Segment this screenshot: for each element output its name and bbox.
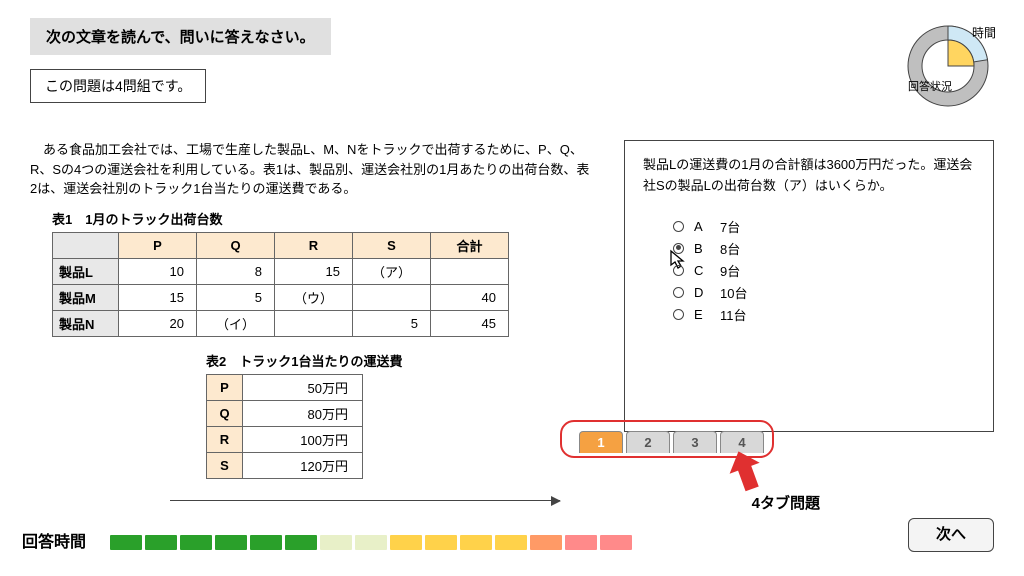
- timer-bars: [110, 535, 632, 550]
- timer-bar: [215, 535, 247, 550]
- timer-bar: [530, 535, 562, 550]
- timer-bar: [425, 535, 457, 550]
- table1-header-row: P Q R S 合計: [53, 232, 509, 258]
- table1-rowhead-l: 製品L: [53, 258, 119, 284]
- option-letter: C: [694, 263, 710, 278]
- pie-time-label: 時間: [972, 24, 996, 41]
- table-row: 製品N 20 （イ） 5 45: [53, 310, 509, 336]
- timer-bar: [565, 535, 597, 550]
- question-text: 製品Lの運送費の1月の合計額は3600万円だった。運送会社Sの製品Lの出荷台数（…: [643, 155, 975, 197]
- option-e[interactable]: E 11台: [673, 305, 975, 324]
- option-d[interactable]: D 10台: [673, 283, 975, 302]
- arrow-line-icon: [170, 500, 560, 501]
- option-text: 10台: [720, 283, 747, 302]
- tab-annotation-label: 4タブ問題: [752, 492, 820, 513]
- option-c[interactable]: C 9台: [673, 261, 975, 280]
- timer-label: 回答時間: [22, 528, 86, 552]
- table-row: P50万円: [207, 374, 363, 400]
- timer-bar: [180, 535, 212, 550]
- question-panel: 製品Lの運送費の1月の合計額は3600万円だった。運送会社Sの製品Lの出荷台数（…: [624, 140, 994, 432]
- table-row: R100万円: [207, 426, 363, 452]
- timer-bar: [390, 535, 422, 550]
- table1-col-total: 合計: [431, 232, 509, 258]
- table1-title: 表1 1月のトラック出荷台数: [52, 209, 590, 228]
- table-row: 製品M 15 5 （ウ） 40: [53, 284, 509, 310]
- table-row: S120万円: [207, 452, 363, 478]
- left-column: ある食品加工会社では、工場で生産した製品L、M、Nをトラックで出荷するために、P…: [30, 140, 590, 479]
- tab-3[interactable]: 3: [673, 431, 717, 453]
- tab-2[interactable]: 2: [626, 431, 670, 453]
- table1-rowhead-m: 製品M: [53, 284, 119, 310]
- table-row: 製品L 10 8 15 （ア）: [53, 258, 509, 284]
- option-text: 9台: [720, 261, 740, 280]
- timer-bar: [250, 535, 282, 550]
- instruction-box: 次の文章を読んで、問いに答えなさい。: [30, 18, 331, 55]
- option-text: 8台: [720, 239, 740, 258]
- table-row: Q80万円: [207, 400, 363, 426]
- table1-col-s: S: [353, 232, 431, 258]
- timer-bar: [355, 535, 387, 550]
- option-text: 11台: [720, 305, 747, 324]
- subinfo-box: この問題は4問組です。: [30, 69, 206, 103]
- option-letter: A: [694, 219, 710, 234]
- table1-col-q: Q: [197, 232, 275, 258]
- option-text: 7台: [720, 217, 740, 236]
- option-letter: B: [694, 241, 710, 256]
- table2: P50万円 Q80万円 R100万円 S120万円: [206, 374, 363, 479]
- options-group: A 7台 B 8台 C 9台 D 10台 E 11台: [673, 217, 975, 324]
- table1-corner: [53, 232, 119, 258]
- timer-bar: [145, 535, 177, 550]
- annotation-arrow-icon: [726, 450, 766, 494]
- table1: P Q R S 合計 製品L 10 8 15 （ア） 製品M 15 5 （ウ） …: [52, 232, 509, 337]
- table2-title: 表2 トラック1台当たりの運送費: [206, 351, 590, 370]
- timer-bar: [460, 535, 492, 550]
- body-text: ある食品加工会社では、工場で生産した製品L、M、Nをトラックで出荷するために、P…: [30, 140, 590, 199]
- option-b[interactable]: B 8台: [673, 239, 975, 258]
- table1-col-p: P: [119, 232, 197, 258]
- option-letter: E: [694, 307, 710, 322]
- radio-icon[interactable]: [673, 309, 684, 320]
- radio-icon[interactable]: [673, 265, 684, 276]
- table1-rowhead-n: 製品N: [53, 310, 119, 336]
- timer-bar: [600, 535, 632, 550]
- radio-icon[interactable]: [673, 221, 684, 232]
- timer-bar: [285, 535, 317, 550]
- option-letter: D: [694, 285, 710, 300]
- timer-bar: [320, 535, 352, 550]
- table1-col-r: R: [275, 232, 353, 258]
- timer-bar: [110, 535, 142, 550]
- option-a[interactable]: A 7台: [673, 217, 975, 236]
- pie-status-label: 回答状況: [908, 78, 952, 94]
- tab-1[interactable]: 1: [579, 431, 623, 453]
- timer-bar: [495, 535, 527, 550]
- next-button[interactable]: 次へ: [908, 518, 994, 552]
- radio-icon[interactable]: [673, 287, 684, 298]
